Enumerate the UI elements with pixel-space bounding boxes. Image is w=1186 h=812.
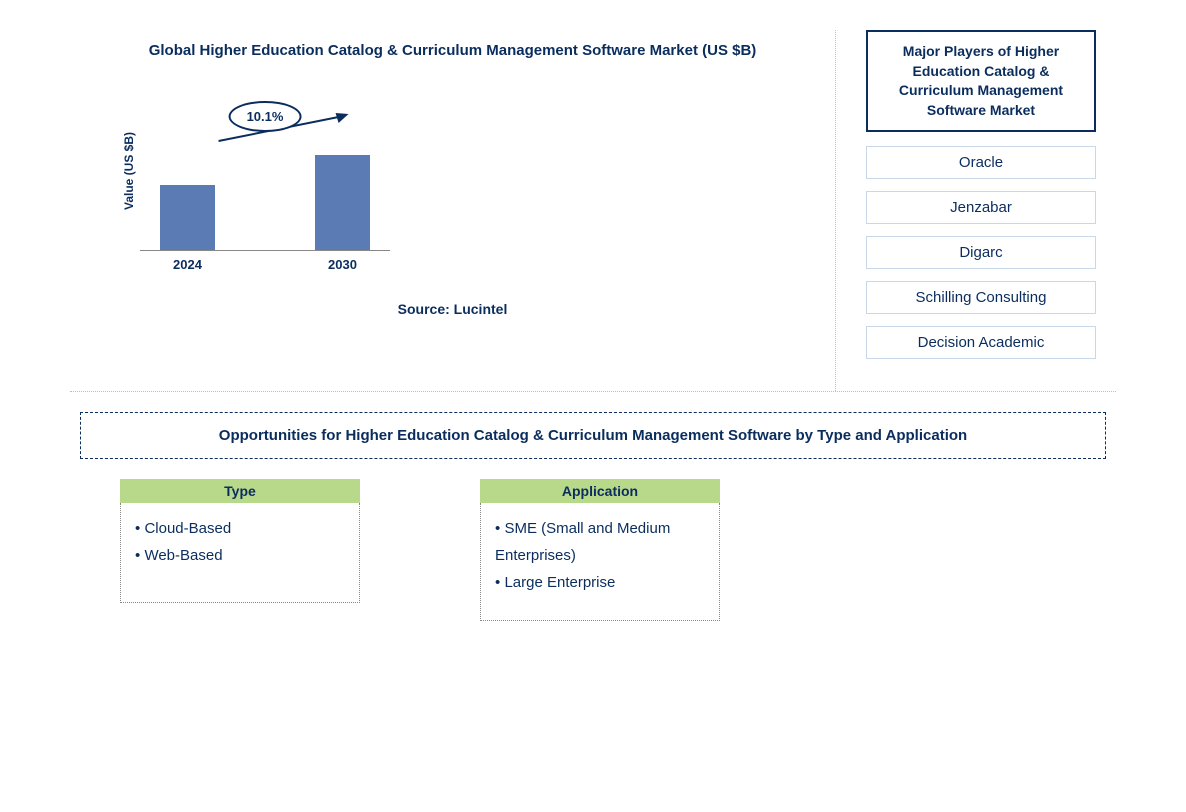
category-application: Application • SME (Small and Medium Ente… bbox=[480, 479, 720, 621]
top-section: Global Higher Education Catalog & Curric… bbox=[70, 30, 1116, 392]
growth-rate-label: 10.1% bbox=[229, 101, 302, 132]
opportunities-section: Opportunities for Higher Education Catal… bbox=[70, 412, 1116, 621]
list-item: • SME (Small and Medium Enterprises) bbox=[495, 515, 705, 569]
category-items-application: • SME (Small and Medium Enterprises) • L… bbox=[480, 503, 720, 621]
player-item: Oracle bbox=[866, 146, 1096, 179]
bar-chart: Value (US $B) 10.1% 2024 bbox=[100, 91, 805, 251]
growth-annotation: 10.1% bbox=[229, 101, 302, 132]
source-label: Source: Lucintel bbox=[100, 301, 805, 317]
bars-container: 10.1% 2024 2030 bbox=[140, 131, 390, 251]
chart-section: Global Higher Education Catalog & Curric… bbox=[70, 30, 836, 391]
player-item: Digarc bbox=[866, 236, 1096, 269]
list-item: • Cloud-Based bbox=[135, 515, 345, 542]
category-type: Type • Cloud-Based • Web-Based bbox=[120, 479, 360, 621]
category-header-type: Type bbox=[120, 479, 360, 503]
player-item: Decision Academic bbox=[866, 326, 1096, 359]
y-axis-label: Value (US $B) bbox=[122, 132, 136, 210]
player-item: Schilling Consulting bbox=[866, 281, 1096, 314]
bar-label-2030: 2030 bbox=[328, 257, 357, 272]
bar-rect-2030 bbox=[315, 155, 370, 250]
list-item: • Web-Based bbox=[135, 542, 345, 569]
players-section: Major Players of Higher Education Catalo… bbox=[836, 30, 1116, 391]
players-title: Major Players of Higher Education Catalo… bbox=[866, 30, 1096, 132]
list-item: • Large Enterprise bbox=[495, 569, 705, 596]
player-item: Jenzabar bbox=[866, 191, 1096, 224]
categories-row: Type • Cloud-Based • Web-Based Applicati… bbox=[70, 479, 1116, 621]
category-header-application: Application bbox=[480, 479, 720, 503]
category-items-type: • Cloud-Based • Web-Based bbox=[120, 503, 360, 603]
bar-2024: 2024 bbox=[160, 185, 215, 250]
chart-title: Global Higher Education Catalog & Curric… bbox=[100, 40, 805, 61]
main-container: Global Higher Education Catalog & Curric… bbox=[0, 0, 1186, 651]
bar-rect-2024 bbox=[160, 185, 215, 250]
bar-label-2024: 2024 bbox=[173, 257, 202, 272]
opportunities-title: Opportunities for Higher Education Catal… bbox=[80, 412, 1106, 459]
bar-2030: 2030 bbox=[315, 155, 370, 250]
